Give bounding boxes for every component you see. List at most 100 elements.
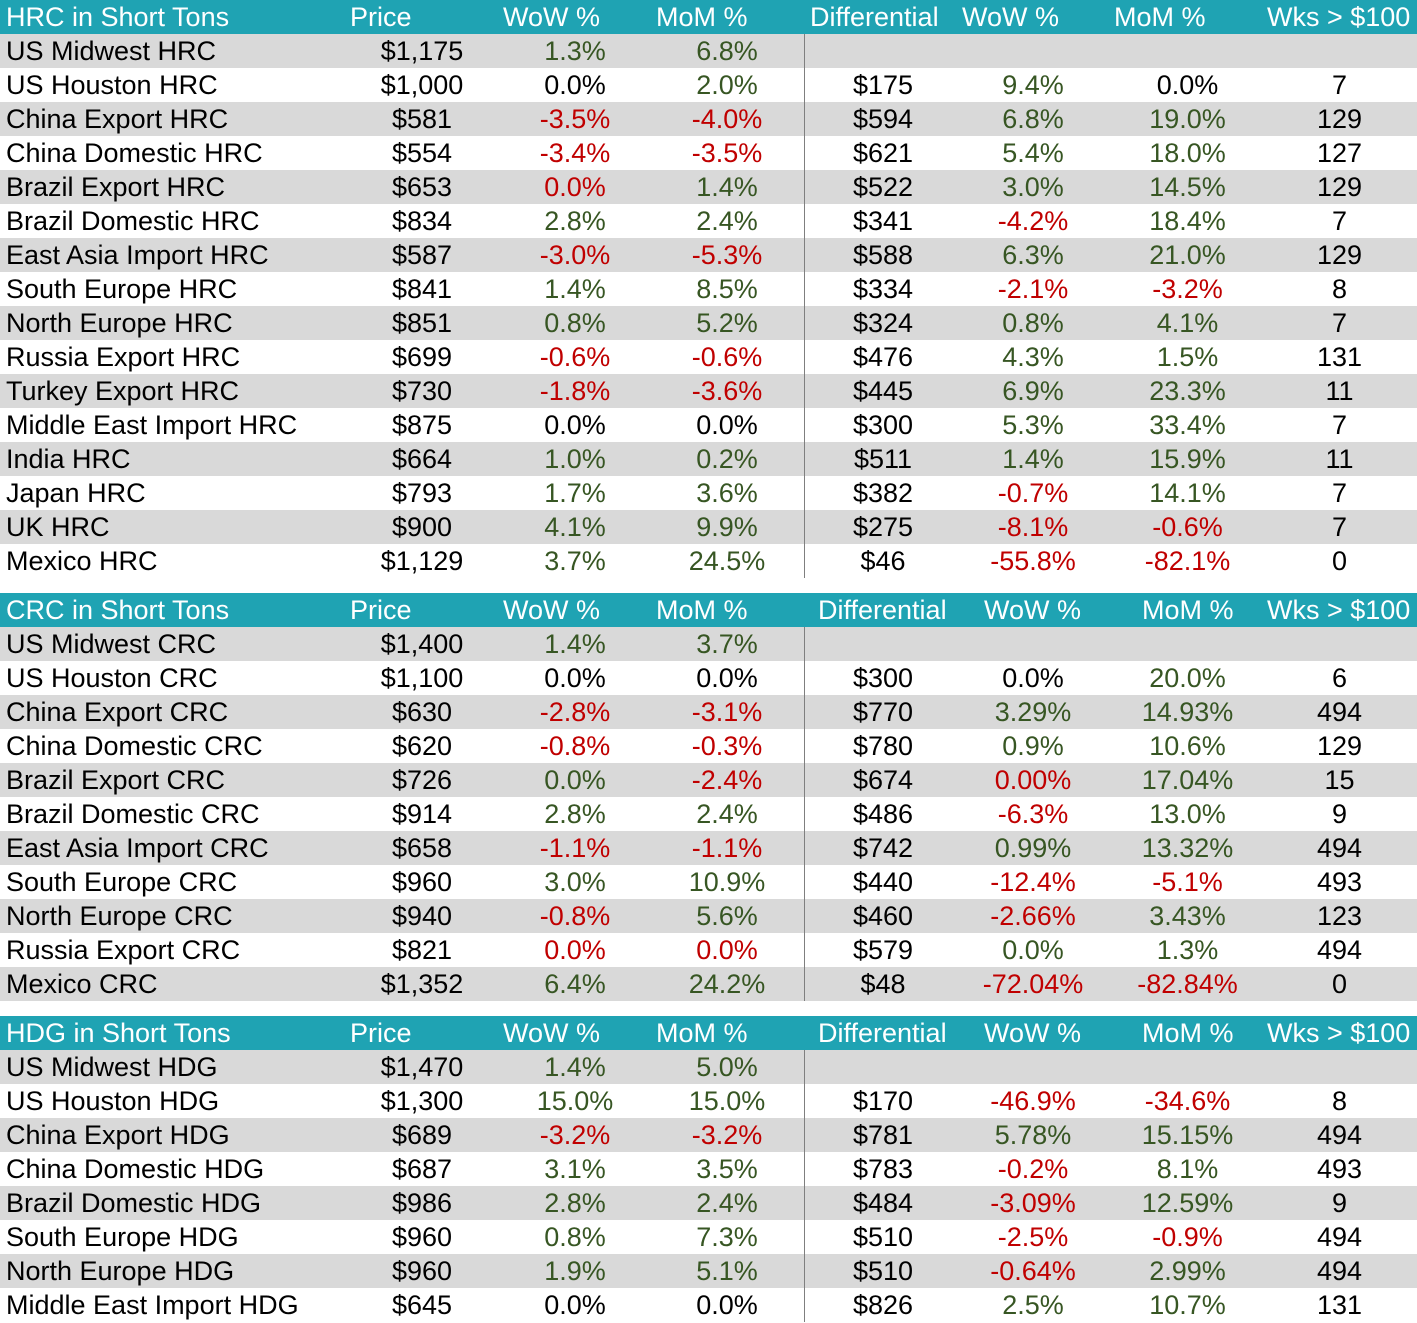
- diff-wow-cell: 2.5%: [1002, 1290, 1064, 1320]
- table-row: India HRC $664 1.0% 0.2% $511 1.4% 15.9% 11: [0, 442, 1417, 476]
- product-name: Middle East Import HRC: [6, 410, 298, 440]
- diff-mom-cell: 0.0%: [1156, 70, 1219, 100]
- header-product: HDG in Short Tons: [6, 1018, 231, 1048]
- table-row: Mexico HRC $1,129 3.7% 24.5% $46 -55.8% -82.1%…: [0, 544, 1417, 578]
- price-cell: $1,129: [380, 546, 464, 576]
- crc-table: CRC in Short Tons Price WoW % MoM % Diff…: [0, 593, 1417, 1001]
- diff-wow-cell: 0.8%: [1002, 308, 1064, 338]
- price-cell: $630: [391, 697, 453, 727]
- product-name: US Midwest HRC: [6, 36, 217, 66]
- wow-cell: 2.8%: [544, 1188, 606, 1218]
- differential-cell: $579: [852, 935, 914, 965]
- mom-cell: 9.9%: [696, 512, 758, 542]
- wow-cell: 0.0%: [544, 172, 606, 202]
- differential-cell: $275: [852, 512, 914, 542]
- diff-wow-cell: -12.4%: [990, 867, 1076, 897]
- wow-cell: -1.1%: [539, 833, 611, 863]
- diff-mom-cell: -0.9%: [1152, 1222, 1223, 1252]
- weeks-cell: 494: [1316, 1120, 1363, 1150]
- mom-cell: 5.0%: [696, 1052, 758, 1082]
- mom-cell: 24.5%: [688, 546, 766, 576]
- diff-mom-cell: 4.1%: [1156, 308, 1219, 338]
- mom-cell: -5.3%: [691, 240, 763, 270]
- product-name: US Houston CRC: [6, 663, 218, 693]
- price-cell: $793: [391, 478, 453, 508]
- differential-cell: $48: [860, 969, 906, 999]
- price-cell: $687: [391, 1154, 453, 1184]
- product-name: China Domestic HRC: [6, 138, 263, 168]
- column-divider: [804, 1050, 805, 1322]
- header-weeks-over-100: Wks > $100: [1267, 2, 1411, 32]
- product-name: Russia Export CRC: [6, 935, 241, 965]
- wow-cell: 15.0%: [536, 1086, 614, 1116]
- diff-mom-cell: 13.0%: [1149, 799, 1226, 829]
- diff-mom-cell: 15.15%: [1141, 1120, 1234, 1150]
- diff-mom-cell: 14.5%: [1149, 172, 1226, 202]
- wow-cell: 2.8%: [544, 206, 606, 236]
- differential-cell: $510: [852, 1256, 914, 1286]
- product-name: Japan HRC: [6, 478, 146, 508]
- price-cell: $821: [391, 935, 453, 965]
- differential-cell: $170: [852, 1086, 914, 1116]
- header-weeks-over-100: Wks > $100: [1267, 1018, 1411, 1048]
- wow-cell: 0.0%: [544, 765, 606, 795]
- diff-mom-cell: 8.1%: [1156, 1154, 1219, 1184]
- differential-cell: $742: [852, 833, 914, 863]
- wow-cell: 0.0%: [544, 663, 606, 693]
- diff-wow-cell: 6.3%: [1002, 240, 1064, 270]
- mom-cell: 1.4%: [696, 172, 758, 202]
- diff-wow-cell: 5.4%: [1002, 138, 1064, 168]
- differential-cell: $674: [852, 765, 914, 795]
- wow-cell: -0.8%: [539, 901, 611, 931]
- price-cell: $841: [391, 274, 453, 304]
- table-header: HRC in Short Tons Price WoW % MoM % Diff…: [0, 0, 1417, 34]
- product-name: Brazil Domestic HRC: [6, 206, 260, 236]
- differential-cell: [808, 34, 958, 68]
- table-row: Middle East Import HDG $645 0.0% 0.0% $826 2.…: [0, 1288, 1417, 1322]
- diff-mom-cell: [1110, 1050, 1265, 1084]
- differential-cell: $175: [852, 70, 914, 100]
- price-cell: $699: [391, 342, 453, 372]
- weeks-cell: 494: [1316, 1256, 1363, 1286]
- diff-wow-cell: 5.78%: [994, 1120, 1072, 1150]
- weeks-cell: 9: [1331, 1188, 1348, 1218]
- weeks-cell: 7: [1331, 70, 1348, 100]
- price-cell: $1,470: [380, 1052, 464, 1082]
- wow-cell: 0.0%: [544, 935, 606, 965]
- differential-cell: $510: [852, 1222, 914, 1252]
- diff-wow-cell: 6.9%: [1002, 376, 1064, 406]
- diff-mom-cell: 33.4%: [1149, 410, 1226, 440]
- mom-cell: 24.2%: [688, 969, 766, 999]
- diff-mom-cell: -82.84%: [1137, 969, 1238, 999]
- mom-cell: 0.0%: [696, 410, 758, 440]
- diff-wow-cell: -0.64%: [990, 1256, 1076, 1286]
- diff-mom-cell: 10.7%: [1149, 1290, 1226, 1320]
- product-name: South Europe CRC: [6, 867, 238, 897]
- diff-wow-cell: -72.04%: [982, 969, 1084, 999]
- price-cell: $1,100: [380, 663, 464, 693]
- table-header: HDG in Short Tons Price WoW % MoM % Diff…: [0, 1016, 1417, 1050]
- differential-cell: $522: [852, 172, 914, 202]
- table-row: Middle East Import HRC $875 0.0% 0.0% $300 5.…: [0, 408, 1417, 442]
- table-body: US Midwest HRC $1,175 1.3% 6.8% US Houston H…: [0, 34, 1417, 578]
- diff-mom-cell: 18.0%: [1149, 138, 1226, 168]
- mom-cell: 2.0%: [696, 70, 758, 100]
- header-diff-wow: WoW %: [962, 2, 1060, 32]
- diff-mom-cell: 17.04%: [1141, 765, 1234, 795]
- wow-cell: 0.0%: [544, 410, 606, 440]
- header-price: Price: [350, 1018, 412, 1048]
- diff-wow-cell: 1.4%: [1002, 444, 1064, 474]
- header-diff-mom: MoM %: [1114, 2, 1206, 32]
- header-differential: Differential: [818, 595, 947, 625]
- diff-wow-cell: 6.8%: [1002, 104, 1064, 134]
- mom-cell: -4.0%: [691, 104, 763, 134]
- product-name: Brazil Export HRC: [6, 172, 226, 202]
- mom-cell: 0.0%: [696, 1290, 758, 1320]
- header-differential: Differential: [818, 1018, 947, 1048]
- diff-mom-cell: -5.1%: [1152, 867, 1223, 897]
- diff-wow-cell: 3.29%: [994, 697, 1072, 727]
- price-cell: $1,352: [380, 969, 464, 999]
- differential-cell: $588: [852, 240, 914, 270]
- price-cell: $875: [391, 410, 453, 440]
- product-name: UK HRC: [6, 512, 110, 542]
